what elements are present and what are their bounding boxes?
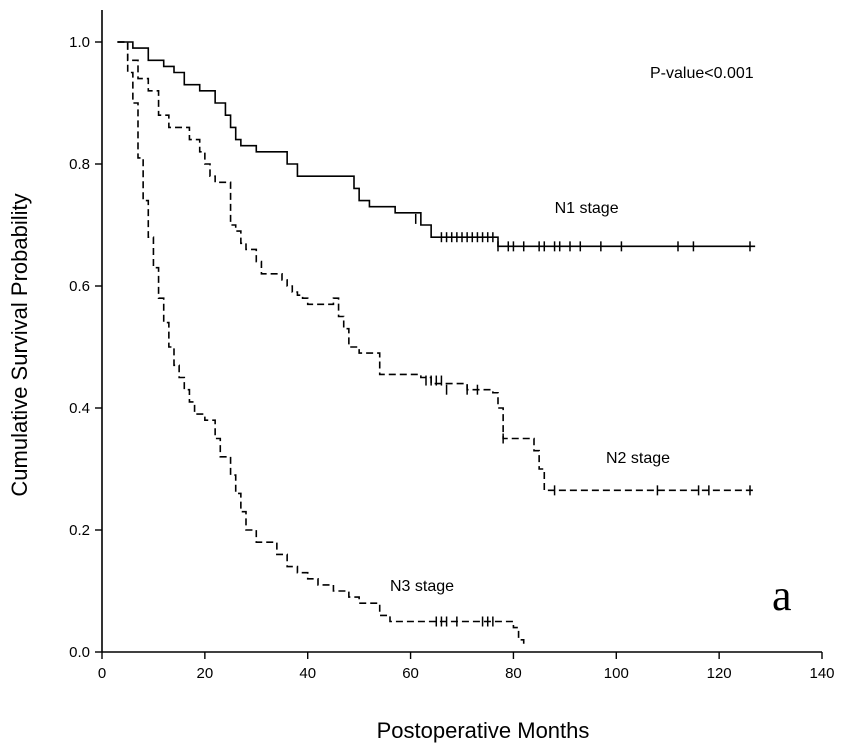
y-tick-label: 1.0 (69, 34, 90, 51)
n3-stage-curve (117, 41, 525, 646)
y-tick-label: 0.6 (69, 278, 90, 295)
x-tick-label: 0 (98, 665, 106, 682)
p-value-annotation: P-value<0.001 (650, 65, 754, 82)
y-ticks: 0.0 0.2 0.4 0.6 0.8 1.0 (69, 34, 102, 661)
x-tick-label: 40 (299, 665, 316, 682)
x-tick-label: 20 (197, 665, 214, 682)
y-axis-title: Cumulative Survival Probability (7, 193, 32, 496)
y-tick-label: 0.8 (69, 156, 90, 173)
x-ticks: 0 20 40 60 80 100 120 140 (98, 652, 835, 682)
x-tick-label: 80 (505, 665, 522, 682)
x-axis-title: Postoperative Months (377, 718, 590, 743)
y-tick-label: 0.2 (69, 522, 90, 539)
x-tick-label: 120 (707, 665, 732, 682)
panel-label: a (772, 571, 792, 620)
n2-stage-curve (117, 41, 756, 492)
axes (101, 10, 822, 653)
n2-stage-series: N2 stage (117, 41, 756, 496)
x-tick-label: 140 (809, 665, 834, 682)
x-tick-label: 100 (604, 665, 629, 682)
y-tick-label: 0.0 (69, 644, 90, 661)
series-layer: N1 stage N2 stage N3 stage (117, 41, 756, 646)
x-tick-label: 60 (402, 665, 419, 682)
n1-stage-label: N1 stage (555, 200, 619, 217)
y-tick-label: 0.4 (69, 400, 90, 417)
n1-stage-curve (117, 41, 756, 248)
n3-stage-series: N3 stage (117, 41, 525, 646)
n3-stage-label: N3 stage (390, 578, 454, 595)
n1-stage-series: N1 stage (117, 41, 756, 252)
n2-stage-label: N2 stage (606, 450, 670, 467)
